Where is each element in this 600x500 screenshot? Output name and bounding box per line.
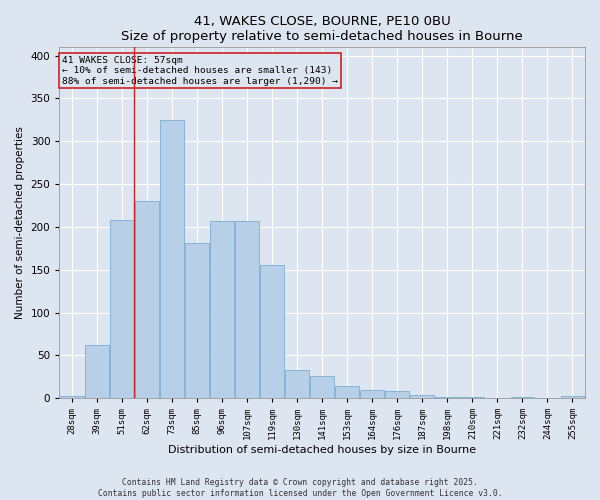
- Title: 41, WAKES CLOSE, BOURNE, PE10 0BU
Size of property relative to semi-detached hou: 41, WAKES CLOSE, BOURNE, PE10 0BU Size o…: [121, 15, 523, 43]
- Bar: [410, 394, 434, 398]
- Bar: [310, 376, 334, 398]
- Y-axis label: Number of semi-detached properties: Number of semi-detached properties: [15, 126, 25, 319]
- Bar: [185, 243, 209, 398]
- Bar: [260, 264, 284, 398]
- Bar: [560, 396, 584, 398]
- X-axis label: Distribution of semi-detached houses by size in Bourne: Distribution of semi-detached houses by …: [168, 445, 476, 455]
- Bar: [110, 220, 134, 398]
- Bar: [135, 201, 159, 398]
- Bar: [361, 390, 384, 398]
- Text: 41 WAKES CLOSE: 57sqm
← 10% of semi-detached houses are smaller (143)
88% of sem: 41 WAKES CLOSE: 57sqm ← 10% of semi-deta…: [62, 56, 338, 86]
- Bar: [60, 396, 84, 398]
- Bar: [210, 221, 234, 398]
- Bar: [85, 345, 109, 398]
- Bar: [335, 386, 359, 398]
- Bar: [235, 221, 259, 398]
- Bar: [285, 370, 309, 398]
- Bar: [160, 120, 184, 398]
- Text: Contains HM Land Registry data © Crown copyright and database right 2025.
Contai: Contains HM Land Registry data © Crown c…: [98, 478, 502, 498]
- Bar: [385, 392, 409, 398]
